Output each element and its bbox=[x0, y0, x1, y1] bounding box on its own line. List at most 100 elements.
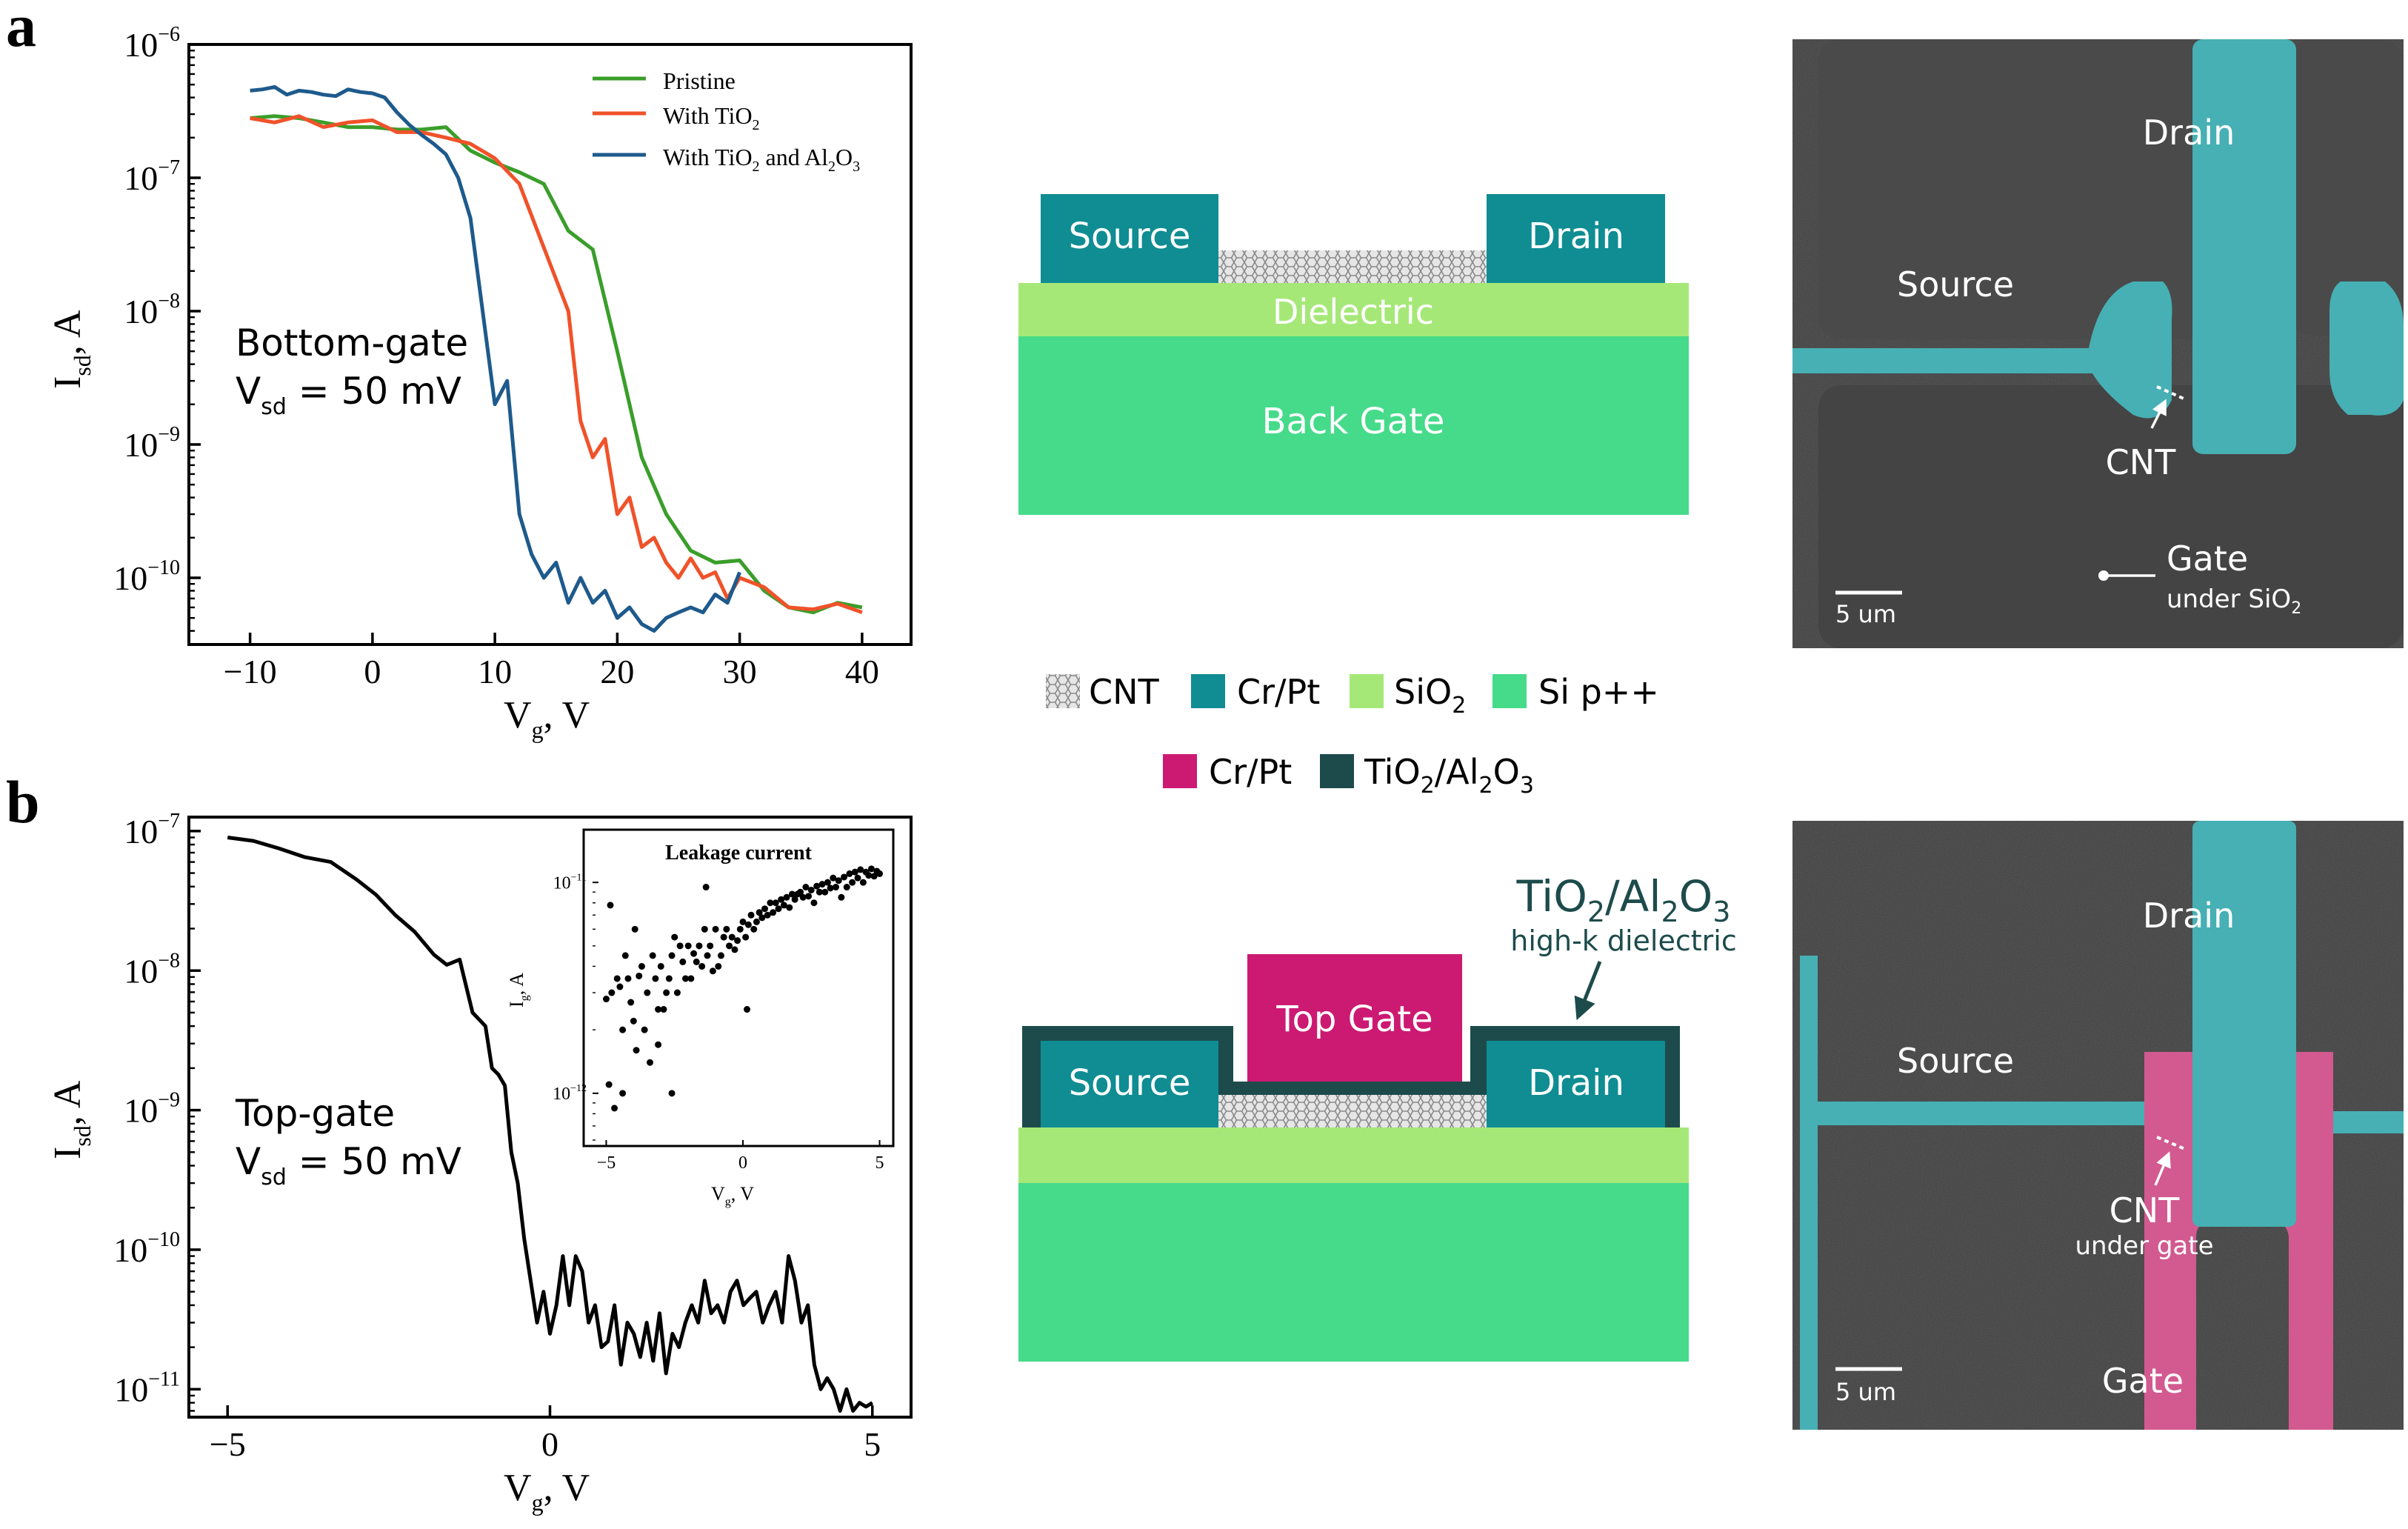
x-tick-label: 20 bbox=[600, 653, 634, 690]
scatter-point bbox=[750, 925, 758, 933]
scatter-point bbox=[818, 881, 826, 888]
sem-image-top-gate: CNT under gate Drain Source Gate 5 um bbox=[1792, 821, 2404, 1430]
chart-b-inset-leakage: Leakage current −5 0 5 10−12 10−11 Vg, V Ig,… bbox=[506, 828, 895, 1208]
scatter-point bbox=[791, 896, 798, 903]
scatter-point bbox=[611, 1105, 618, 1112]
sem-b-cnt-sub-label: under gate bbox=[2075, 1231, 2213, 1261]
scatter-point bbox=[687, 975, 695, 982]
sem-b-drain-label: Drain bbox=[2143, 896, 2235, 936]
substrate-layer bbox=[1018, 1182, 1689, 1362]
scatter-point bbox=[775, 905, 782, 913]
sem-b-source-arm bbox=[1800, 1102, 2148, 1125]
x-tick-label: 5 bbox=[864, 1425, 881, 1463]
top-gate-electrode bbox=[1247, 954, 1462, 1082]
scatter-point bbox=[744, 1006, 751, 1013]
scatter-point bbox=[660, 1006, 667, 1013]
scatter-point bbox=[830, 874, 837, 882]
scatter-point bbox=[734, 937, 741, 945]
legend-tio2-al2o3-swatch bbox=[1320, 754, 1354, 788]
sem-a-scale-label: 5 um bbox=[1835, 600, 1896, 628]
x-tick-label: −5 bbox=[210, 1425, 246, 1463]
scatter-point bbox=[783, 893, 790, 901]
scatter-point bbox=[602, 996, 610, 1003]
drain-electrode-b bbox=[1487, 1041, 1665, 1127]
scatter-point bbox=[838, 893, 845, 901]
sem-b-source-label: Source bbox=[1897, 1041, 2014, 1081]
y-tick-label: 10−10 bbox=[113, 1228, 180, 1269]
scatter-point bbox=[607, 902, 614, 909]
scatter-point bbox=[843, 884, 850, 891]
scatter-point bbox=[851, 868, 858, 876]
x-tick-label: 0 bbox=[738, 1153, 747, 1173]
sem-a-gate-region-bottom bbox=[1818, 385, 2404, 648]
scatter-point bbox=[827, 885, 834, 892]
scatter-point bbox=[810, 899, 818, 907]
scatter-point bbox=[767, 899, 774, 907]
scatter-point bbox=[788, 890, 796, 898]
scatter-point bbox=[668, 1090, 676, 1097]
scatter-point bbox=[824, 879, 831, 886]
scatter-point bbox=[631, 925, 638, 933]
chart-a-legend: Pristine With TiO2 With TiO2 and Al2O3 bbox=[593, 67, 860, 175]
scatter-point bbox=[715, 962, 722, 970]
chart-a-ylabel: Isd, A bbox=[47, 310, 96, 389]
scatter-point bbox=[621, 952, 629, 959]
scatter-point bbox=[753, 918, 760, 925]
x-tick-label: 0 bbox=[364, 653, 381, 690]
sem-b-cnt-dash bbox=[2156, 1136, 2187, 1151]
sem-b-drain bbox=[2192, 821, 2296, 1227]
diagram-b-dielectric-title: TiO2/Al2O3 bbox=[1516, 871, 1731, 928]
chart-b-axes: −5 0 5 10−11 10−10 10−9 10−8 10−7 bbox=[113, 810, 881, 1463]
scatter-point bbox=[854, 874, 861, 882]
scatter-point bbox=[816, 888, 823, 896]
scatter-point bbox=[778, 896, 785, 903]
scatter-point bbox=[655, 1006, 662, 1013]
inset-xlabel: Vg, V bbox=[711, 1183, 754, 1208]
scatter-point bbox=[671, 933, 678, 941]
chart-a-annotation-line1: Bottom-gate bbox=[236, 322, 468, 364]
sem-a-source-line bbox=[1792, 348, 2104, 373]
scatter-point bbox=[813, 882, 821, 890]
scatter-point bbox=[756, 909, 763, 916]
diagram-b-drain-label: Drain bbox=[1528, 1062, 1624, 1104]
scatter-point bbox=[857, 866, 864, 873]
diagram-a-back-gate-label: Back Gate bbox=[1262, 401, 1445, 442]
scatter-point bbox=[867, 865, 875, 873]
inset-points bbox=[602, 865, 884, 1112]
cnt-channel bbox=[1218, 250, 1487, 283]
back-gate-layer bbox=[1018, 335, 1689, 515]
scatter-point bbox=[701, 925, 708, 933]
scatter-point bbox=[736, 925, 744, 933]
y-tick-label: 10−12 bbox=[553, 1083, 587, 1104]
chart-a-series bbox=[250, 84, 863, 633]
scatter-point bbox=[835, 877, 842, 885]
scatter-point bbox=[644, 989, 651, 996]
scatter-point bbox=[758, 914, 766, 922]
scatter-point bbox=[770, 909, 777, 916]
sem-a-gate-sub-label: under SiO2 bbox=[2167, 584, 2301, 618]
scatter-point bbox=[608, 989, 616, 996]
x-tick-label: 10 bbox=[478, 653, 512, 690]
sem-a-drain-label: Drain bbox=[2143, 113, 2235, 153]
scatter-point bbox=[717, 952, 724, 959]
scatter-point bbox=[657, 962, 664, 970]
scatter-point bbox=[799, 893, 807, 901]
y-tick-label: 10−8 bbox=[124, 290, 180, 330]
x-tick-label: 30 bbox=[723, 653, 757, 690]
source-electrode-b bbox=[1041, 1041, 1218, 1127]
scatter-point bbox=[731, 946, 738, 953]
y-tick-label: 10−7 bbox=[124, 810, 180, 850]
legend-si-swatch bbox=[1493, 674, 1527, 708]
sem-a-right-pad bbox=[2329, 282, 2404, 416]
scatter-point bbox=[761, 905, 769, 913]
scatter-point bbox=[641, 1026, 648, 1033]
scatter-point bbox=[679, 958, 687, 965]
scatter-point bbox=[638, 962, 645, 970]
scatter-point bbox=[870, 873, 878, 880]
diagram-top-gate: Source Drain Top Gate TiO2/Al2O3 high-k … bbox=[1018, 871, 1737, 1362]
scatter-point bbox=[728, 933, 736, 941]
sem-b-gate-label: Gate bbox=[2102, 1361, 2184, 1401]
scatter-point bbox=[747, 911, 755, 919]
scatter-point bbox=[723, 925, 730, 933]
y-tick-label: 10−9 bbox=[124, 423, 180, 464]
